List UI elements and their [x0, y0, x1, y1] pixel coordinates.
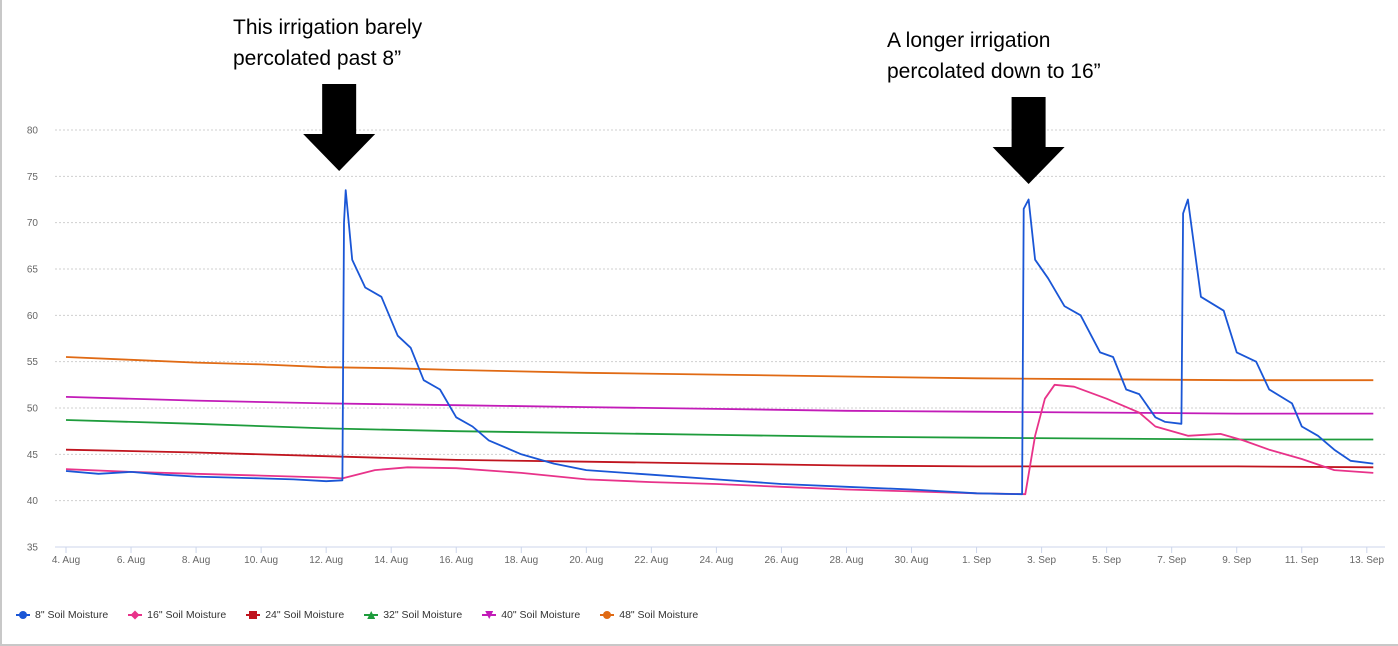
y-tick-label: 35 — [27, 543, 39, 554]
legend-marker-icon — [16, 610, 30, 620]
y-tick-label: 65 — [27, 265, 39, 276]
x-tick-label: 1. Sep — [962, 555, 991, 566]
legend-marker-icon — [364, 610, 379, 620]
legend-item[interactable]: 8" Soil Moisture — [16, 609, 108, 621]
legend-label: 16" Soil Moisture — [147, 609, 227, 621]
x-tick-label: 11. Sep — [1285, 555, 1319, 566]
legend-label: 40" Soil Moisture — [501, 609, 581, 621]
legend-label: 24" Soil Moisture — [265, 609, 345, 621]
y-tick-label: 55 — [27, 357, 39, 368]
x-tick-label: 8. Aug — [182, 555, 210, 566]
legend: 8" Soil Moisture 16" Soil Moisture 24" Soi… — [16, 609, 698, 621]
annotation-line: percolated down to 16” — [887, 60, 1101, 83]
x-tick-label: 13. Sep — [1350, 555, 1385, 566]
series-line — [65, 189, 1374, 496]
legend-item[interactable]: 16" Soil Moisture — [128, 609, 226, 621]
legend-label: 32" Soil Moisture — [383, 609, 463, 621]
x-tick-label: 12. Aug — [309, 555, 343, 566]
legend-item[interactable]: 24" Soil Moisture — [246, 609, 344, 621]
x-tick-label: 14. Aug — [374, 555, 408, 566]
legend-label: 48" Soil Moisture — [619, 609, 699, 621]
series-line — [65, 383, 1374, 496]
annotation-line: A longer irrigation — [887, 29, 1051, 52]
series-line — [65, 356, 1374, 382]
x-tick-label: 18. Aug — [504, 555, 538, 566]
x-tick-label: 22. Aug — [634, 555, 668, 566]
annotation-line: percolated past 8” — [233, 47, 402, 70]
legend-item[interactable]: 40" Soil Moisture — [482, 609, 580, 621]
x-tick-label: 28. Aug — [830, 555, 864, 566]
legend-item[interactable]: 48" Soil Moisture — [600, 609, 698, 621]
annotation-first-irrigation: This irrigation barely percolated past 8… — [233, 12, 422, 74]
y-tick-label: 75 — [27, 172, 39, 183]
legend-item[interactable]: 32" Soil Moisture — [364, 609, 462, 621]
y-tick-label: 45 — [27, 450, 39, 461]
down-arrow-icon — [992, 97, 1065, 184]
x-tick-label: 7. Sep — [1157, 555, 1186, 566]
legend-marker-icon — [246, 610, 261, 620]
y-tick-label: 60 — [27, 311, 39, 322]
x-tick-label: 4. Aug — [52, 555, 80, 566]
x-tick-label: 26. Aug — [764, 555, 798, 566]
annotation-second-irrigation: A longer irrigation percolated down to 1… — [887, 25, 1101, 87]
x-tick-label: 9. Sep — [1222, 555, 1251, 566]
y-tick-label: 70 — [27, 218, 39, 229]
y-tick-label: 50 — [27, 404, 39, 415]
x-tick-label: 3. Sep — [1027, 555, 1056, 566]
annotation-line: This irrigation barely — [233, 16, 423, 39]
x-tick-label: 10. Aug — [244, 555, 278, 566]
series-line — [65, 448, 1374, 469]
legend-marker-icon — [600, 610, 615, 620]
series-line — [65, 396, 1374, 415]
x-tick-label: 5. Sep — [1092, 555, 1121, 566]
x-tick-label: 20. Aug — [569, 555, 603, 566]
down-arrow-icon — [303, 84, 376, 171]
x-tick-label: 6. Aug — [117, 555, 145, 566]
y-tick-label: 80 — [27, 126, 39, 137]
legend-marker-icon — [128, 610, 143, 620]
x-tick-label: 30. Aug — [895, 555, 929, 566]
legend-marker-icon — [482, 610, 497, 620]
x-tick-label: 16. Aug — [439, 555, 473, 566]
series-line — [65, 419, 1374, 441]
y-tick-label: 40 — [27, 496, 39, 507]
x-tick-label: 24. Aug — [699, 555, 733, 566]
legend-label: 8" Soil Moisture — [35, 609, 109, 621]
